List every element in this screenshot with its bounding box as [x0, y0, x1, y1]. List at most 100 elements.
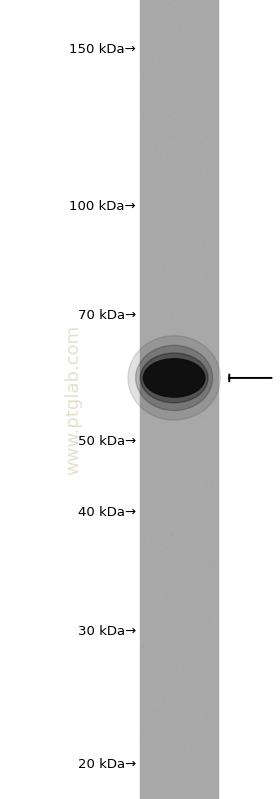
Point — [175, 248, 180, 261]
Point — [154, 594, 158, 607]
Point — [160, 653, 165, 666]
Point — [179, 508, 183, 521]
Point — [181, 448, 186, 461]
Point — [189, 58, 193, 71]
Point — [139, 359, 143, 372]
Point — [155, 780, 159, 793]
Point — [151, 406, 156, 419]
Point — [204, 70, 208, 82]
Point — [190, 33, 194, 46]
Point — [203, 591, 208, 604]
Point — [150, 531, 154, 544]
Point — [184, 82, 188, 95]
Point — [199, 275, 204, 288]
Point — [167, 761, 172, 774]
Point — [193, 625, 198, 638]
Point — [141, 761, 146, 773]
Point — [142, 226, 146, 239]
Point — [141, 98, 145, 111]
Point — [174, 579, 179, 592]
Point — [153, 378, 157, 391]
Point — [196, 496, 200, 509]
Point — [201, 688, 206, 701]
Point — [184, 38, 188, 51]
Point — [213, 554, 217, 566]
Point — [138, 568, 142, 581]
Point — [209, 574, 214, 586]
Point — [199, 283, 203, 296]
Point — [209, 534, 213, 547]
Point — [165, 54, 170, 67]
Point — [212, 626, 216, 639]
Point — [179, 644, 183, 657]
Point — [172, 107, 177, 120]
Point — [197, 113, 202, 125]
Point — [169, 91, 173, 104]
Point — [200, 99, 205, 112]
Point — [215, 761, 219, 773]
Point — [190, 190, 195, 203]
Point — [198, 165, 202, 178]
Point — [190, 328, 194, 341]
Point — [164, 557, 169, 570]
Point — [168, 424, 172, 437]
Point — [157, 689, 162, 702]
Point — [209, 137, 214, 150]
Point — [146, 264, 151, 276]
Point — [181, 777, 186, 790]
Point — [198, 456, 203, 469]
Point — [172, 343, 176, 356]
Point — [147, 516, 152, 529]
Point — [139, 699, 143, 712]
Point — [199, 396, 204, 409]
Point — [158, 434, 163, 447]
Point — [204, 197, 209, 210]
Point — [210, 164, 214, 177]
Point — [207, 463, 212, 476]
Point — [200, 343, 205, 356]
Point — [160, 476, 165, 489]
Point — [182, 686, 187, 698]
Point — [191, 592, 195, 605]
Point — [154, 582, 158, 594]
Point — [164, 631, 168, 644]
Point — [171, 576, 176, 589]
Point — [198, 197, 202, 209]
Point — [198, 543, 202, 556]
Point — [165, 572, 169, 585]
Point — [141, 637, 145, 650]
Point — [156, 793, 161, 799]
Point — [183, 488, 187, 501]
Point — [202, 507, 207, 520]
Point — [199, 391, 204, 403]
Point — [140, 240, 144, 252]
Point — [211, 144, 216, 157]
Point — [182, 598, 186, 610]
Point — [208, 336, 212, 349]
Point — [200, 306, 205, 319]
Point — [170, 551, 174, 563]
Point — [179, 453, 184, 466]
Point — [201, 642, 206, 654]
Point — [165, 2, 169, 14]
Point — [183, 785, 187, 797]
Point — [194, 751, 199, 764]
Point — [212, 356, 217, 369]
Point — [195, 555, 199, 567]
Point — [187, 51, 192, 64]
Point — [192, 423, 197, 435]
Point — [210, 155, 215, 168]
Point — [172, 90, 177, 103]
Point — [146, 673, 151, 686]
Point — [186, 284, 191, 296]
Point — [213, 120, 217, 133]
Point — [151, 438, 155, 451]
Point — [192, 8, 197, 21]
Point — [151, 141, 155, 153]
Point — [213, 543, 218, 556]
Point — [160, 682, 165, 694]
Point — [170, 312, 175, 324]
Point — [179, 614, 184, 627]
Point — [182, 304, 186, 316]
Point — [162, 161, 167, 173]
